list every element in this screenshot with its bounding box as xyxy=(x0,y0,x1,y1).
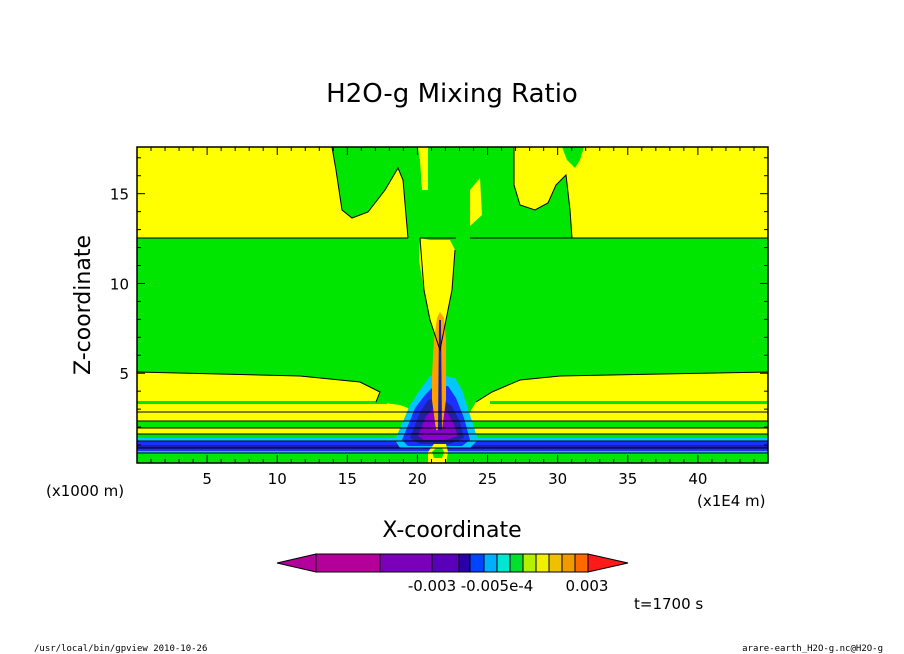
field-cyan-strip-2 xyxy=(137,451,768,453)
colorbar-label-2: -0.005e-4 xyxy=(461,577,534,595)
x-tick-label: 40 xyxy=(688,470,707,488)
x-unit-label: (x1E4 m) xyxy=(697,492,766,510)
colorbar-bin xyxy=(522,553,537,573)
colorbar-bin xyxy=(509,553,524,573)
field-upper-yellow-left xyxy=(137,147,408,238)
colorbar-bin xyxy=(458,553,471,573)
plot-area xyxy=(136,146,769,464)
chart-title: H2O-g Mixing Ratio xyxy=(326,79,578,109)
colorbar xyxy=(276,553,629,573)
colorbar-label-3: 0.003 xyxy=(566,577,609,595)
colorbar-bin xyxy=(574,553,589,573)
contour-upper-right xyxy=(513,147,573,239)
colorbar-end-high xyxy=(587,553,629,573)
colorbar-label-1: -0.003 xyxy=(408,577,456,595)
colorbar-bin xyxy=(469,553,485,573)
plot-frame xyxy=(136,146,769,464)
colorbar-bin xyxy=(315,553,381,573)
y-unit-label: (x1000 m) xyxy=(46,482,124,500)
x-tick-label: 15 xyxy=(338,470,357,488)
colorbar-bin xyxy=(535,553,550,573)
x-tick-label: 20 xyxy=(408,470,427,488)
x-tick-label: 5 xyxy=(202,470,212,488)
field-upper-yellow-right xyxy=(488,147,768,238)
contour-lower xyxy=(136,371,769,403)
x-axis-label: X-coordinate xyxy=(382,518,521,543)
x-tick-label: 10 xyxy=(268,470,287,488)
footer-right: arare-earth_H2O-g.nc@H2O-g xyxy=(742,644,883,654)
colorbar-bin xyxy=(379,553,433,573)
y-axis: 5 10 15 xyxy=(110,157,768,446)
time-label: t=1700 s xyxy=(634,595,703,613)
field-upper-yellow-patch xyxy=(470,178,482,226)
footer-left: /usr/local/bin/gpview 2010-10-26 xyxy=(34,644,207,654)
colorbar-bin xyxy=(548,553,563,573)
colorbar-bin xyxy=(561,553,576,573)
colorbar-bin xyxy=(483,553,498,573)
field-thin-green xyxy=(137,401,387,404)
field-center-column xyxy=(419,238,455,350)
field-upper-yellow-mid xyxy=(418,147,428,190)
field-green-bottom xyxy=(137,453,768,463)
x-tick-label: 30 xyxy=(548,470,567,488)
colorbar-bin xyxy=(431,553,460,573)
x-tick-label: 25 xyxy=(478,470,497,488)
y-tick-label: 10 xyxy=(110,275,129,293)
y-axis-label: Z-coordinate xyxy=(71,235,96,375)
contour-upper-left xyxy=(331,146,409,239)
colorbar-end-low xyxy=(276,553,317,573)
colorbar-bin xyxy=(496,553,511,573)
x-axis: 5 10 15 20 25 30 35 40 xyxy=(150,147,755,488)
y-tick-label: 5 xyxy=(119,365,129,383)
y-tick-label: 15 xyxy=(110,186,129,204)
contour-column xyxy=(419,237,456,352)
field-thin-green-r xyxy=(490,401,768,404)
x-tick-label: 35 xyxy=(618,470,637,488)
field-blue-strip-2 xyxy=(137,448,768,451)
